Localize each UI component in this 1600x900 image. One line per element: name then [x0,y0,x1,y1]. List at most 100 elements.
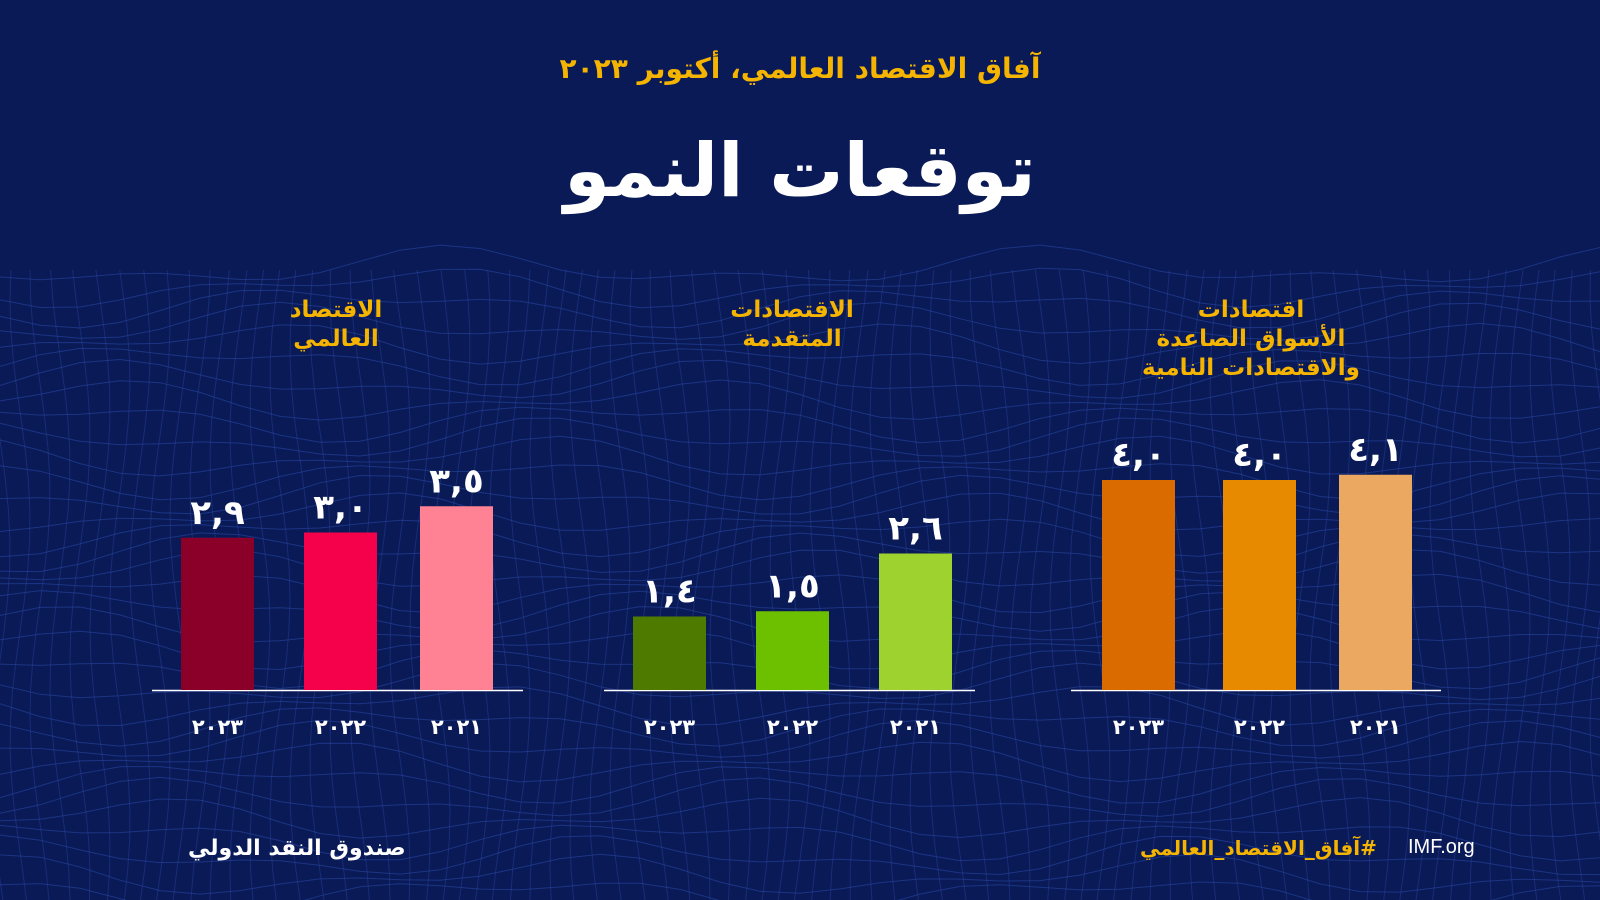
grid-line [0,590,1600,632]
group-title-line: اقتصادات [1197,297,1305,323]
bar-value-label: ٤,١ [1348,430,1402,470]
group-title-line: العالمي [293,326,379,352]
grid-line [109,269,131,900]
grid-line [569,269,591,900]
category-label: ٢٠٢٢ [767,715,818,739]
grid-line [1409,269,1431,900]
category-label: ٢٠٢٢ [1234,715,1285,739]
grid-line [169,269,191,900]
grid-line [609,269,631,900]
grid-line [1089,269,1111,900]
grid-line [649,270,671,900]
grid-line [69,269,91,900]
grid-line [1589,269,1600,843]
group-title-line: الأسواق الصاعدة [1156,326,1346,352]
group-title-line: والاقتصادات النامية [1142,355,1360,381]
grid-line [0,289,1600,329]
bar [756,611,829,690]
grid-line [1569,269,1591,900]
grid-line [0,267,1600,309]
grid-line [1329,269,1351,900]
category-label: ٢٠٢٢ [315,715,366,739]
grid-line [0,797,1600,839]
site-link[interactable]: IMF.org [1408,836,1475,858]
grid-line [149,269,171,900]
grid-line [269,269,291,900]
bar [633,616,706,690]
grid-line [29,269,51,900]
grid-line [749,269,771,900]
grid-line [509,269,531,900]
grid-line [1009,269,1031,900]
grid-line [1169,269,1191,900]
group-title-world: الاقتصاد العالمي [156,296,516,354]
grid-line [1049,269,1071,900]
grid-line [949,269,971,900]
grid-line [0,347,1600,386]
bar-value-label: ٤,٠ [1232,435,1286,475]
grid-line [1549,269,1571,900]
grid-line [1309,269,1331,900]
grid-line [1189,269,1211,900]
category-label: ٢٠٢١ [890,715,941,739]
grid-line [0,707,1600,747]
bar-value-label: ٢,٩ [190,493,245,533]
grid-line [829,269,851,900]
grid-line [0,301,1600,341]
grid-line [129,269,151,900]
grid-line [1449,269,1471,900]
category-label: ٢٠٢١ [431,715,482,739]
grid-line [789,269,811,900]
grid-line [669,269,691,900]
group-title-line: الاقتصاد [289,297,383,323]
bar-value-label: ١,٥ [765,566,819,606]
grid-line [809,269,831,900]
bar [1223,480,1296,690]
grid-line [1289,269,1311,900]
grid-line [369,269,391,900]
grid-line [709,269,731,900]
grid-line [49,269,71,900]
grid-line [9,269,31,900]
group-title-advanced: الاقتصادات المتقدمة [612,296,972,354]
bar-value-label: ٢,٦ [888,509,942,549]
grid-line [849,269,871,900]
grid-line [729,269,751,900]
category-label: ٢٠٢١ [1350,715,1401,739]
grid-line [1509,269,1531,900]
bar-value-label: ٣,٥ [429,461,483,501]
grid-line [1429,269,1451,900]
grid-line [0,740,1600,783]
org-name: صندوق النقد الدولي [188,836,406,861]
grid-line [0,686,1600,727]
page-title: توقعات النمو [564,128,1036,214]
grid-line [0,463,1600,501]
grid-line [549,269,571,900]
grid-line [0,322,1600,365]
grid-line [1469,269,1491,900]
group-title-line: المتقدمة [742,326,842,352]
grid-line [0,379,1600,421]
grid-line [409,269,431,900]
grid-line [0,573,1600,614]
grid-line [89,269,111,900]
grid-line [0,662,1600,701]
grid-line [629,269,651,900]
grid-line [0,435,1600,477]
bar [181,537,254,690]
group-title-line: الاقتصادات [730,297,854,323]
grid-line [0,358,1600,399]
grid-line [969,269,991,900]
grid-line [529,269,551,900]
bar [420,506,493,690]
grid-line [0,776,1600,817]
grid-line [489,269,511,900]
grid-line [0,853,1600,895]
report-subtitle: آفاق الاقتصاد العالمي، أكتوبر ٢٠٢٣ [559,52,1041,85]
grid-line [1489,269,1511,900]
grid-line [249,269,271,900]
grid-line [1029,269,1051,900]
category-label: ٢٠٢٣ [644,715,695,739]
grid-line [0,417,1600,458]
